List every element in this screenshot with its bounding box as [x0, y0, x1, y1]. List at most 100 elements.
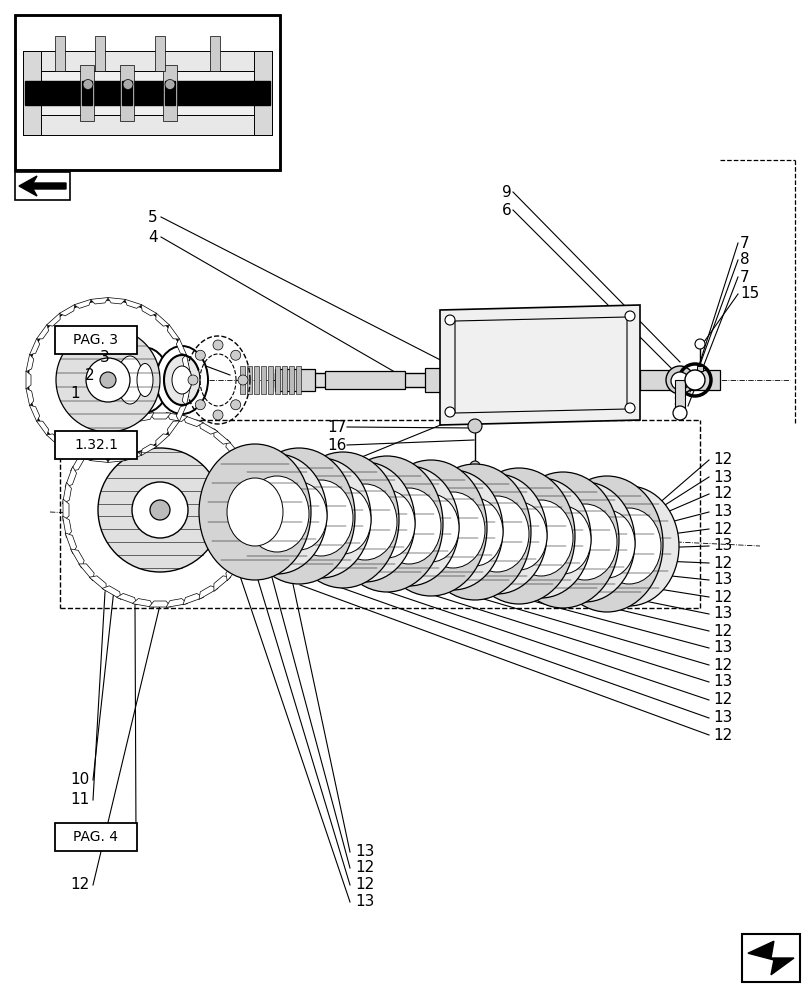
Text: 12: 12: [712, 658, 732, 672]
Ellipse shape: [98, 448, 221, 572]
Circle shape: [271, 562, 279, 570]
Circle shape: [491, 582, 499, 590]
Bar: [210, 36, 220, 71]
Bar: [82, 81, 92, 105]
Circle shape: [358, 570, 367, 578]
Polygon shape: [182, 593, 204, 605]
Circle shape: [254, 483, 261, 491]
Circle shape: [561, 569, 569, 577]
Circle shape: [100, 372, 116, 388]
Circle shape: [380, 487, 388, 495]
Circle shape: [403, 574, 410, 582]
Polygon shape: [89, 576, 106, 591]
Circle shape: [473, 503, 481, 511]
Circle shape: [209, 479, 217, 487]
Circle shape: [423, 491, 431, 499]
Circle shape: [468, 553, 475, 561]
Circle shape: [363, 466, 371, 474]
Polygon shape: [59, 304, 75, 316]
Ellipse shape: [117, 356, 143, 404]
Bar: [80, 65, 94, 121]
Circle shape: [430, 520, 438, 528]
Polygon shape: [141, 444, 157, 456]
Polygon shape: [148, 601, 171, 607]
Ellipse shape: [286, 452, 398, 588]
Text: 4: 4: [148, 230, 157, 244]
Ellipse shape: [534, 506, 590, 574]
Circle shape: [450, 574, 458, 582]
Polygon shape: [251, 499, 257, 521]
Ellipse shape: [315, 486, 371, 554]
Text: 12: 12: [712, 556, 732, 570]
Circle shape: [578, 490, 586, 498]
Circle shape: [672, 406, 686, 420]
Ellipse shape: [596, 508, 660, 584]
Circle shape: [423, 528, 431, 536]
Polygon shape: [440, 305, 639, 425]
Polygon shape: [125, 452, 142, 461]
Circle shape: [514, 474, 522, 482]
Circle shape: [494, 478, 502, 486]
Text: 12: 12: [712, 624, 732, 638]
Bar: [122, 81, 132, 105]
Circle shape: [385, 495, 393, 503]
Bar: [275, 369, 315, 391]
Bar: [281, 366, 286, 394]
Circle shape: [315, 466, 323, 474]
Polygon shape: [165, 413, 187, 421]
Polygon shape: [225, 564, 241, 581]
Circle shape: [694, 339, 704, 349]
Polygon shape: [62, 482, 71, 504]
Polygon shape: [148, 413, 171, 419]
Circle shape: [599, 565, 607, 573]
Circle shape: [251, 450, 259, 458]
Ellipse shape: [172, 366, 191, 394]
Ellipse shape: [446, 498, 502, 566]
Polygon shape: [59, 444, 75, 456]
Circle shape: [319, 562, 326, 570]
Polygon shape: [213, 576, 230, 591]
Polygon shape: [125, 299, 142, 308]
Polygon shape: [102, 420, 121, 434]
Ellipse shape: [289, 480, 353, 556]
Ellipse shape: [402, 494, 458, 562]
Circle shape: [473, 561, 481, 569]
Text: 12: 12: [354, 878, 374, 892]
Circle shape: [195, 350, 205, 360]
Text: 12: 12: [388, 540, 407, 554]
Polygon shape: [19, 176, 66, 196]
Polygon shape: [182, 388, 190, 406]
Polygon shape: [132, 599, 154, 607]
Text: 13: 13: [712, 640, 732, 656]
Polygon shape: [62, 516, 71, 538]
Polygon shape: [167, 421, 179, 435]
Polygon shape: [243, 466, 255, 487]
Polygon shape: [26, 388, 34, 406]
Circle shape: [165, 80, 175, 90]
Circle shape: [467, 419, 482, 433]
Ellipse shape: [130, 357, 160, 403]
Bar: [15, 172, 70, 200]
Text: 15: 15: [739, 286, 758, 302]
Polygon shape: [89, 429, 106, 444]
Bar: [23, 71, 272, 115]
Ellipse shape: [491, 478, 590, 598]
Bar: [155, 36, 165, 71]
Bar: [696, 366, 702, 371]
Text: 13: 13: [388, 556, 407, 572]
Polygon shape: [156, 313, 169, 326]
Circle shape: [298, 508, 307, 516]
Text: 12: 12: [712, 487, 732, 502]
Circle shape: [274, 558, 282, 566]
Circle shape: [379, 524, 387, 532]
Ellipse shape: [86, 358, 130, 402]
Text: 6: 6: [501, 203, 511, 218]
Circle shape: [298, 545, 306, 553]
Text: 12: 12: [70, 878, 89, 892]
Text: 5: 5: [148, 210, 157, 225]
Polygon shape: [65, 466, 76, 487]
Circle shape: [517, 507, 526, 515]
Ellipse shape: [358, 490, 414, 558]
Circle shape: [512, 557, 520, 565]
Polygon shape: [102, 586, 121, 600]
